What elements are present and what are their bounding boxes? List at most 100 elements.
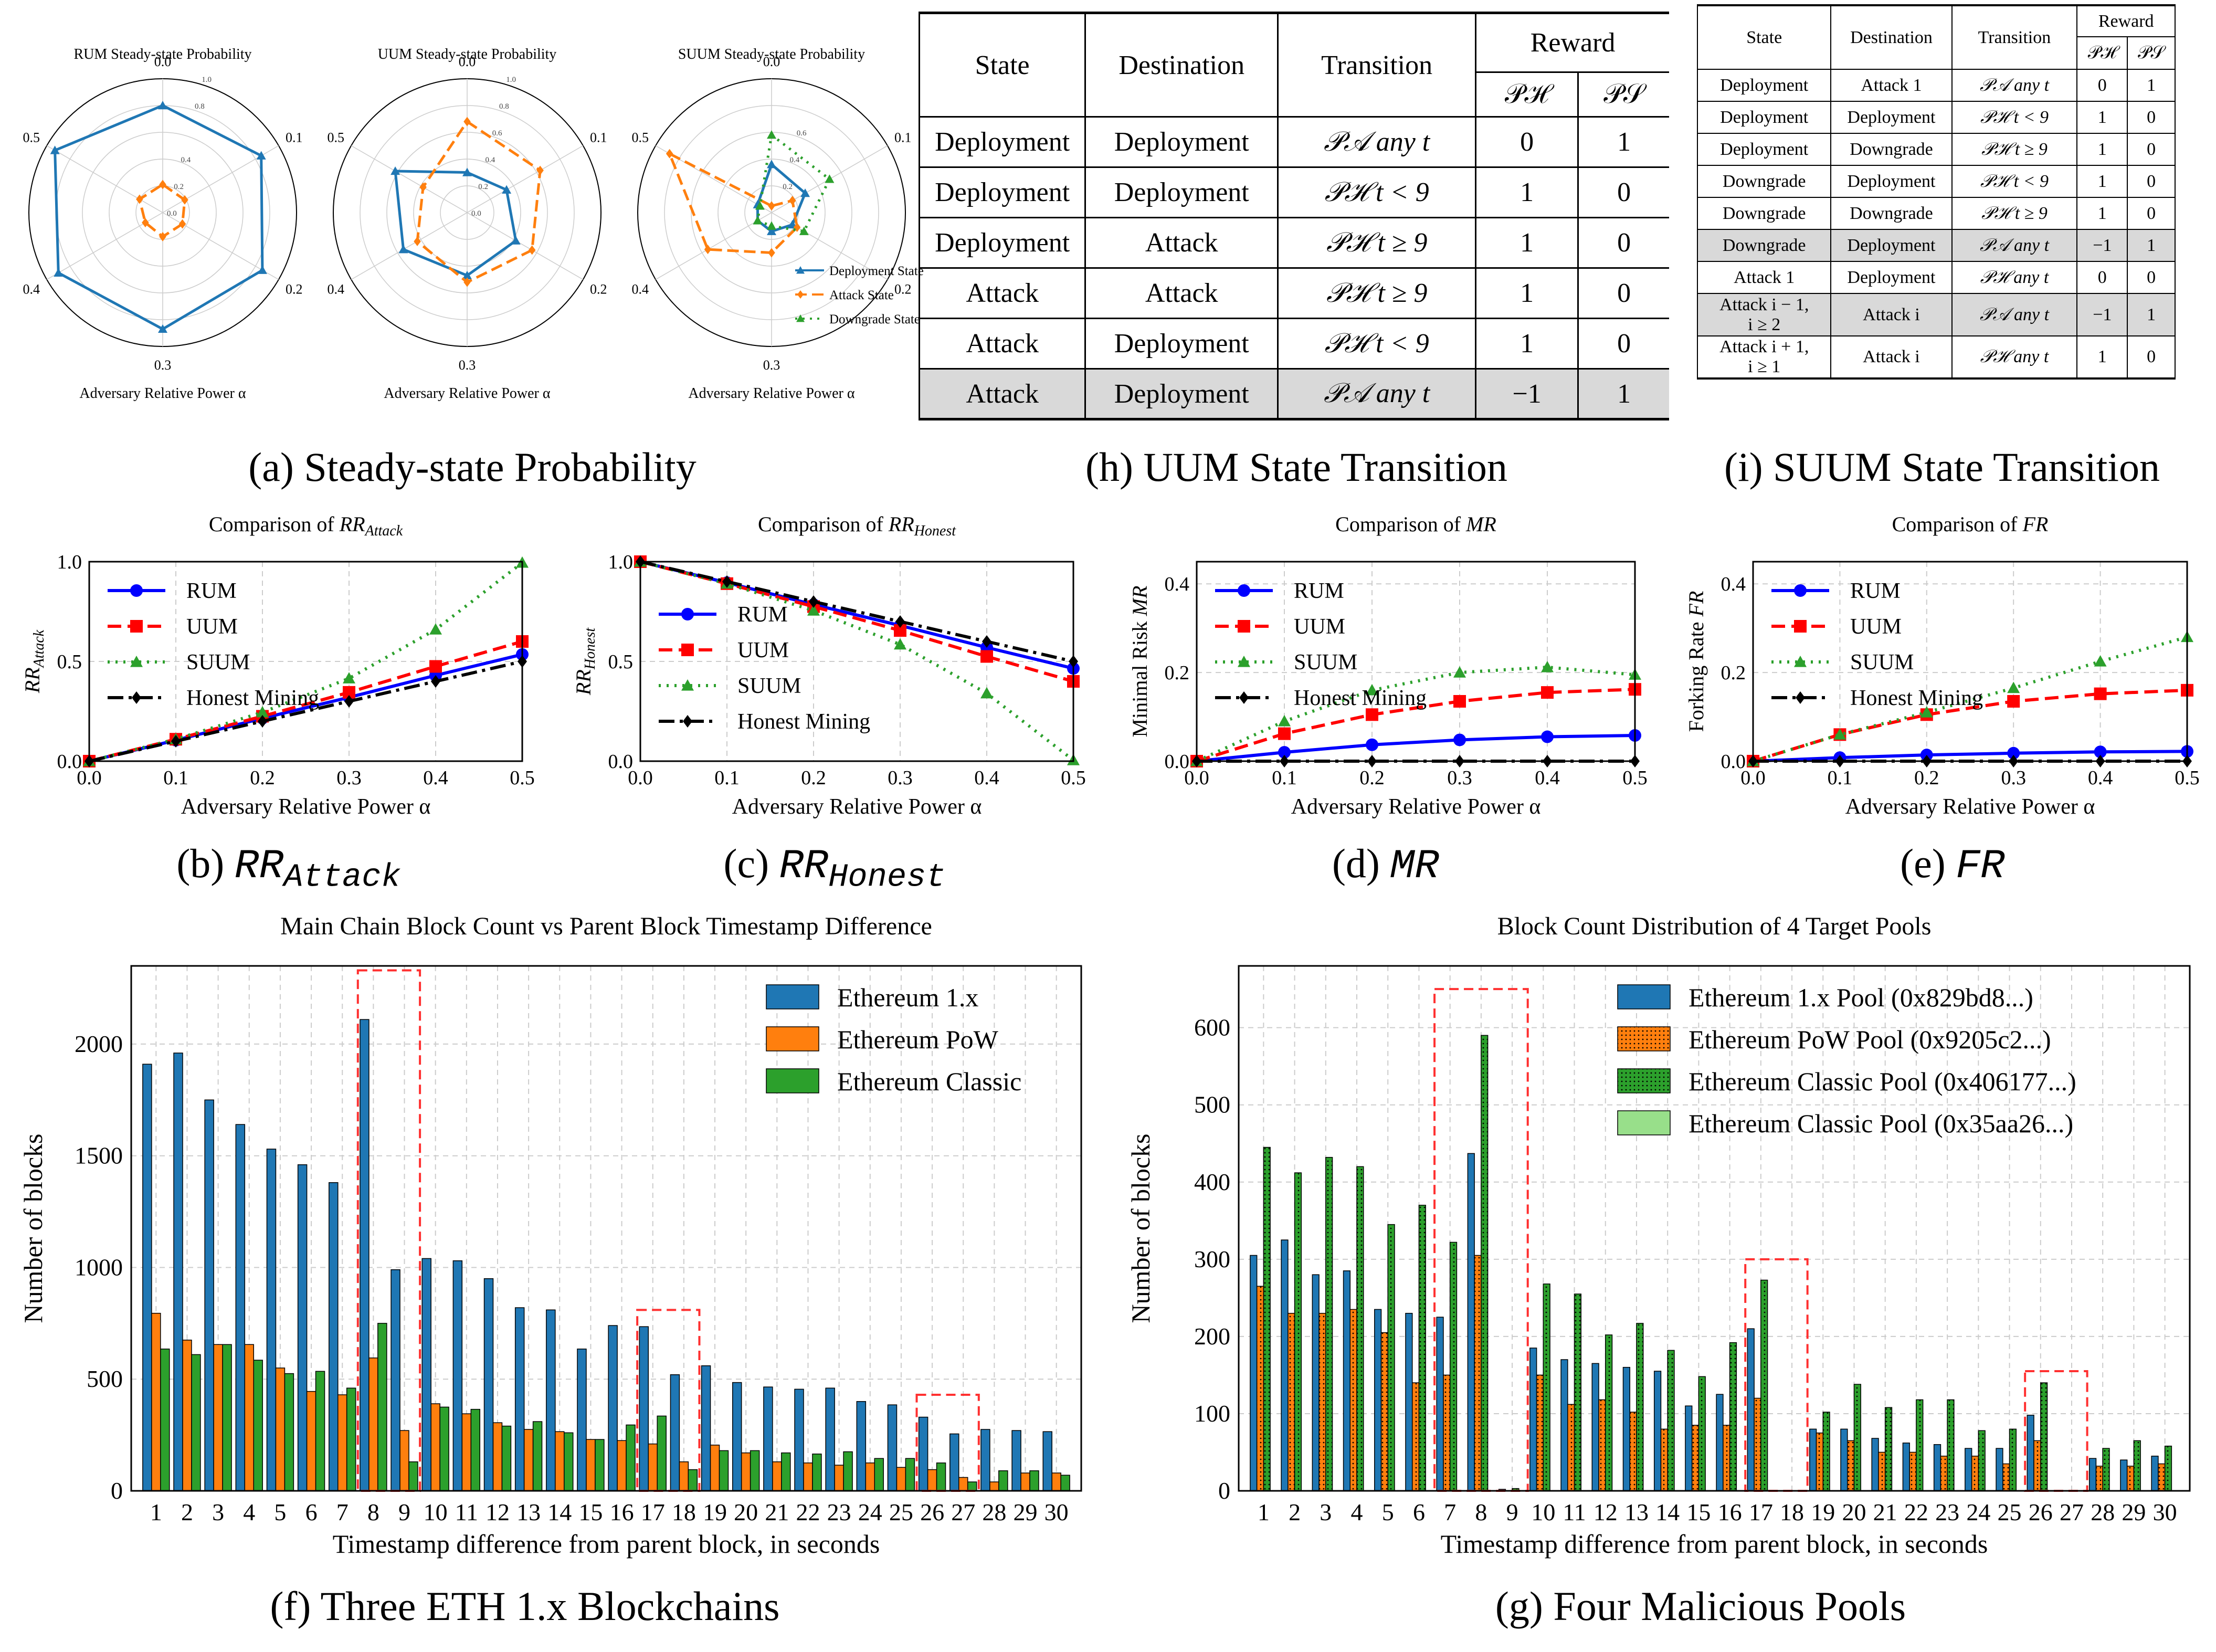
uum-text-ph: −1 [1512, 378, 1542, 409]
radar-point [54, 268, 64, 277]
radar-axis-label: 0.3 [154, 357, 172, 373]
x-tick-label: 0.1 [1828, 767, 1853, 789]
series-line [89, 561, 523, 763]
suum-text-state: Attack i − 1, [1719, 294, 1809, 314]
bar [452, 1260, 463, 1491]
suum-cell-ph: 1 [2076, 165, 2128, 197]
suum-cell-ph: −1 [2076, 229, 2128, 261]
uum-cell-dest: Attack [1084, 217, 1278, 268]
x-tick-label: 10 [1531, 1499, 1555, 1525]
suum-text-trans: 𝒫ℋ t < 9 [1980, 171, 2049, 191]
suum-cell-ps: 0 [2127, 197, 2176, 229]
bar [741, 1452, 751, 1491]
bar [1011, 1430, 1021, 1491]
caption-e-prefix: (e) [1900, 840, 1956, 886]
bar [1288, 1313, 1295, 1491]
legend-label: Ethereum Classic Pool (0x406177...) [1689, 1067, 2076, 1096]
bar [483, 1278, 494, 1491]
uum-row: Deployment Attack 𝒫ℋ t ≥ 9 1 0 [918, 217, 1669, 268]
bar [1965, 1448, 1972, 1491]
chart-title-math: RR [339, 512, 365, 536]
bar [368, 1358, 378, 1491]
y-tick-label: 0.5 [608, 651, 634, 673]
chart-title-text: Comparison of [209, 512, 340, 536]
bar [1909, 1451, 1917, 1491]
bar [1871, 1438, 1879, 1491]
series-point [980, 687, 993, 699]
radar-spoke [351, 212, 468, 280]
caption-i: (i) SUUM State Transition [1724, 444, 2160, 490]
legend-label: SUUM [1294, 650, 1357, 675]
x-axis-label: Adversary Relative Power α [1845, 795, 2095, 819]
bar [564, 1432, 574, 1491]
radar-point [462, 167, 472, 176]
x-tick-label: 8 [1475, 1499, 1487, 1525]
uum-cell-ps: 0 [1577, 318, 1669, 369]
series-point [2007, 746, 2020, 760]
radar-series-line [138, 183, 186, 238]
suum-text-ph: 1 [2097, 203, 2107, 223]
caption-b-prefix: (b) [176, 840, 235, 886]
chart-title-math: FR [2022, 512, 2049, 536]
bar [1840, 1428, 1848, 1491]
suum-cell-state: Deployment [1696, 69, 1831, 101]
series-point [1833, 728, 1846, 740]
radar-ring-label: 0.2 [783, 183, 793, 191]
x-tick-label: 0.4 [2088, 767, 2113, 789]
radar-point [755, 201, 765, 210]
x-tick-label: 15 [578, 1499, 603, 1525]
legend-swatch [1617, 1026, 1671, 1051]
radar-series-line [54, 104, 264, 331]
bar [266, 1149, 277, 1491]
uum-text-trans: 𝒫ℋ t < 9 [1324, 328, 1429, 359]
legend-label: SUUM [186, 650, 250, 675]
x-tick-label: 0.1 [714, 767, 740, 789]
bar [1443, 1374, 1451, 1491]
bar [1591, 1363, 1599, 1491]
uum-text-dest: Deployment [1114, 329, 1249, 359]
bar [2088, 1458, 2097, 1491]
bar [1809, 1428, 1817, 1491]
bar [1051, 1472, 1061, 1491]
bar [284, 1373, 294, 1491]
plot-frame [88, 561, 523, 762]
bar [1474, 1255, 1482, 1491]
bar [887, 1404, 898, 1491]
bar [1754, 1397, 1761, 1491]
chart-title: Comparison of RRAttack [209, 512, 403, 539]
caption-c-prefix: (c) [723, 840, 779, 886]
x-tick-label: 11 [1563, 1499, 1586, 1525]
uum-cell-trans: 𝒫ℋ t ≥ 9 [1277, 268, 1476, 319]
y-tick-label: 0.4 [1721, 573, 1746, 595]
bar [967, 1481, 977, 1491]
bar [514, 1307, 525, 1491]
radar-point [767, 130, 776, 139]
bar [701, 1365, 711, 1491]
uum-cell-trans: 𝒫ℋ t < 9 [1277, 167, 1476, 218]
suum-cell-trans: 𝒫ℋ t < 9 [1951, 101, 2077, 133]
bar [905, 1458, 915, 1491]
series-point [431, 675, 440, 688]
suum-cell-ps: 0 [2127, 133, 2176, 165]
radar-axis-label: 0.1 [894, 130, 912, 145]
y-tick-label: 0.2 [1721, 662, 1746, 684]
bar [1760, 1279, 1768, 1491]
x-tick-label: 0.0 [1740, 767, 1766, 789]
chart-title: Comparison of RRHonest [758, 512, 956, 539]
x-tick-label: 24 [1966, 1499, 1990, 1525]
legend-label: Ethereum Classic [837, 1067, 1021, 1096]
series-point [809, 595, 818, 608]
x-tick-label: 0.5 [2175, 767, 2200, 789]
bar [834, 1465, 844, 1491]
bar [1560, 1359, 1568, 1491]
caption-d-prefix: (d) [1332, 840, 1390, 886]
suum-cell-state: Downgrade [1696, 197, 1831, 229]
radar-point [799, 226, 809, 235]
suum-text-state: Downgrade [1722, 235, 1806, 255]
bar [1029, 1470, 1039, 1491]
radar-series-attack-state [414, 117, 544, 287]
bar [275, 1367, 286, 1491]
x-tick-label: 0.4 [1535, 767, 1560, 789]
series-line [640, 560, 1074, 683]
bar [586, 1439, 596, 1491]
